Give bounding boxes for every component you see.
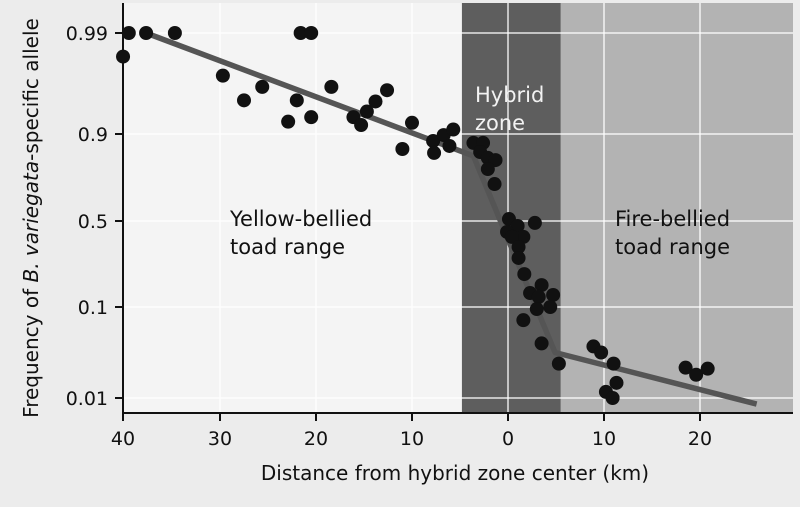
data-point — [529, 302, 544, 317]
data-point — [504, 229, 519, 244]
fire-bellied-label-1: Fire-bellied — [615, 207, 730, 231]
data-point — [368, 94, 383, 109]
data-point — [480, 162, 495, 177]
data-point — [516, 313, 531, 328]
data-point — [678, 360, 693, 375]
data-point — [442, 138, 457, 153]
fire-bellied-label-2: toad range — [615, 235, 730, 259]
data-point — [534, 336, 549, 351]
axes — [122, 3, 793, 414]
data-point — [517, 267, 532, 282]
y-tick-label: 0.99 — [66, 23, 108, 45]
data-point — [551, 356, 566, 371]
region-yellow-bellied — [124, 3, 462, 413]
data-point — [139, 26, 154, 40]
y-tick-label: 0.01 — [66, 388, 108, 410]
data-point — [255, 79, 270, 94]
data-point — [380, 83, 395, 98]
x-tick-label: 0 — [502, 428, 514, 450]
data-point — [304, 110, 319, 125]
data-point — [405, 115, 419, 130]
region-hybrid — [461, 3, 561, 413]
data-point — [293, 26, 308, 40]
data-point — [237, 93, 251, 108]
data-point — [546, 287, 561, 302]
x-tick-label: 10 — [592, 428, 616, 450]
data-point — [426, 133, 441, 148]
data-point — [289, 93, 304, 108]
data-point — [510, 218, 525, 233]
data-point — [446, 122, 461, 137]
data-point — [215, 68, 230, 83]
data-point — [534, 278, 549, 293]
data-point — [395, 142, 410, 157]
data-point — [594, 345, 609, 360]
y-axis-label: Frequency of B. variegata-specific allel… — [19, 18, 43, 418]
data-point — [606, 356, 621, 371]
yellow-bellied-label-1: Yellow-bellied — [229, 207, 372, 231]
data-point — [487, 177, 502, 192]
x-tick-label: 20 — [304, 428, 328, 450]
data-point — [121, 26, 136, 40]
hybrid-zone-label-2: zone — [475, 111, 525, 135]
y-axis-label-part-3: -specific allele — [19, 18, 43, 161]
y-tick-label: 0.1 — [78, 297, 108, 319]
data-point — [689, 367, 704, 382]
data-point — [511, 240, 526, 255]
y-axis-label-species: B. variegata — [19, 161, 43, 283]
x-ticks: 40 30 20 10 0 10 20 — [111, 413, 712, 450]
data-point — [324, 79, 339, 94]
x-tick-label: 30 — [208, 428, 232, 450]
y-ticks: 0.99 0.9 0.5 0.1 0.01 — [66, 23, 123, 410]
data-point — [511, 250, 526, 265]
data-point — [281, 114, 296, 129]
data-point — [531, 289, 546, 304]
y-tick-label: 0.9 — [78, 124, 108, 146]
data-point — [605, 391, 620, 405]
data-point — [304, 26, 319, 40]
x-tick-label: 20 — [688, 428, 712, 450]
x-tick-label: 40 — [111, 428, 135, 450]
data-point — [700, 361, 715, 376]
range-regions — [124, 3, 793, 413]
data-point — [609, 375, 624, 390]
x-tick-label: 10 — [400, 428, 424, 450]
x-axis-label: Distance from hybrid zone center (km) — [261, 461, 649, 485]
y-tick-label: 0.5 — [78, 211, 108, 233]
data-point — [167, 26, 182, 40]
y-axis-label-part-1: Frequency of — [19, 283, 43, 418]
data-point — [359, 104, 374, 119]
yellow-bellied-label-2: toad range — [230, 235, 345, 259]
data-point — [543, 300, 558, 314]
data-point — [527, 215, 542, 230]
data-point — [354, 118, 369, 133]
data-points — [116, 26, 715, 405]
data-point — [427, 145, 442, 160]
hybrid-zone-label-1: Hybrid — [475, 83, 544, 107]
region-labels: Hybrid zone Yellow-bellied toad range Fi… — [229, 83, 730, 259]
